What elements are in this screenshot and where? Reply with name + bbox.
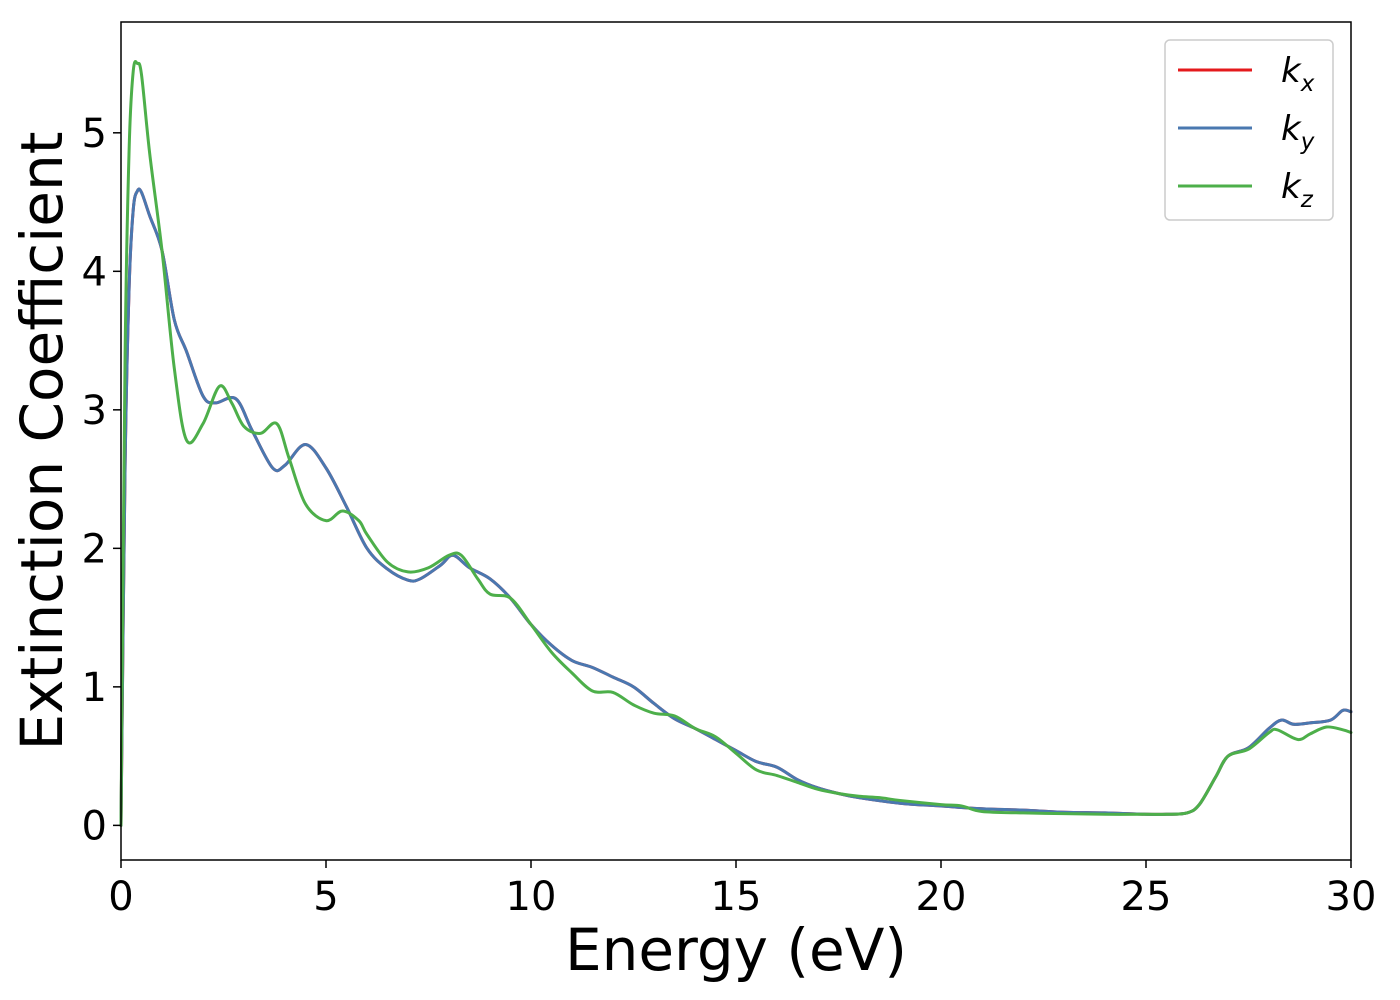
x-tick-label: 20 [916,874,967,920]
y-tick-label: 3 [82,388,107,434]
x-axis-label: Energy (eV) [565,916,907,984]
y-tick-label: 4 [82,249,107,295]
legend-label-kx: kx [1281,51,1315,97]
x-tick-label: 10 [506,874,557,920]
x-tick-label: 25 [1121,874,1172,920]
legend: kx ky kz [1164,39,1334,221]
y-axis-ticks: 0 1 2 3 4 5 [82,111,121,849]
series-layer [119,60,1353,827]
x-tick-label: 0 [108,874,133,920]
x-tick-label: 15 [711,874,762,920]
legend-box [1164,39,1334,221]
x-axis-ticks: 0 5 10 15 20 25 30 [108,860,1376,920]
y-tick-label: 1 [82,665,107,711]
series-line-kz [119,60,1353,827]
legend-label-ky: ky [1281,109,1315,155]
y-tick-label: 0 [82,803,107,849]
y-tick-label: 5 [82,111,107,157]
legend-label-kz: kz [1281,167,1314,213]
y-axis-label: Extinction Coefficient [8,132,76,751]
x-tick-label: 5 [313,874,338,920]
plot-background [121,22,1351,860]
x-tick-label: 30 [1326,874,1377,920]
y-tick-label: 2 [82,526,107,572]
